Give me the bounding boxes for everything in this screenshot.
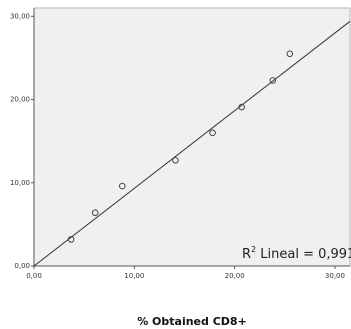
data-point	[91, 209, 99, 217]
x-axis-ticks: 0,00 10,00 20,00 30,00	[26, 266, 345, 280]
r-squared-prefix: R	[242, 247, 251, 262]
axes	[33, 8, 350, 267]
x-tick-label: 20,00	[225, 272, 245, 280]
y-tick-label: 10,00	[10, 179, 30, 187]
x-tick-label: 0,00	[26, 272, 42, 280]
x-tick-label: 10,00	[124, 272, 144, 280]
r-squared-superscript: 2	[251, 245, 256, 254]
data-point	[172, 157, 179, 164]
data-point	[269, 77, 277, 84]
x-axis-title: % Obtained CD8+	[137, 315, 247, 328]
data-point	[67, 236, 75, 243]
data-point	[286, 50, 294, 58]
y-tick-label: 30,00	[10, 12, 30, 20]
data-point	[238, 103, 245, 111]
x-tick-label: 30,00	[325, 272, 345, 280]
plot-area	[33, 7, 351, 267]
data-points	[67, 50, 294, 243]
fit-line	[33, 20, 351, 267]
data-point	[209, 129, 216, 137]
r-squared-annotation: R2 Lineal = 0,991	[242, 245, 351, 262]
y-axis-ticks: 0,00 10,00 20,00 30,00	[10, 12, 34, 270]
r-squared-value: Lineal = 0,991	[256, 247, 351, 262]
y-tick-label: 20,00	[10, 96, 30, 104]
data-point	[118, 182, 126, 190]
y-tick-label: 0,00	[14, 262, 30, 270]
